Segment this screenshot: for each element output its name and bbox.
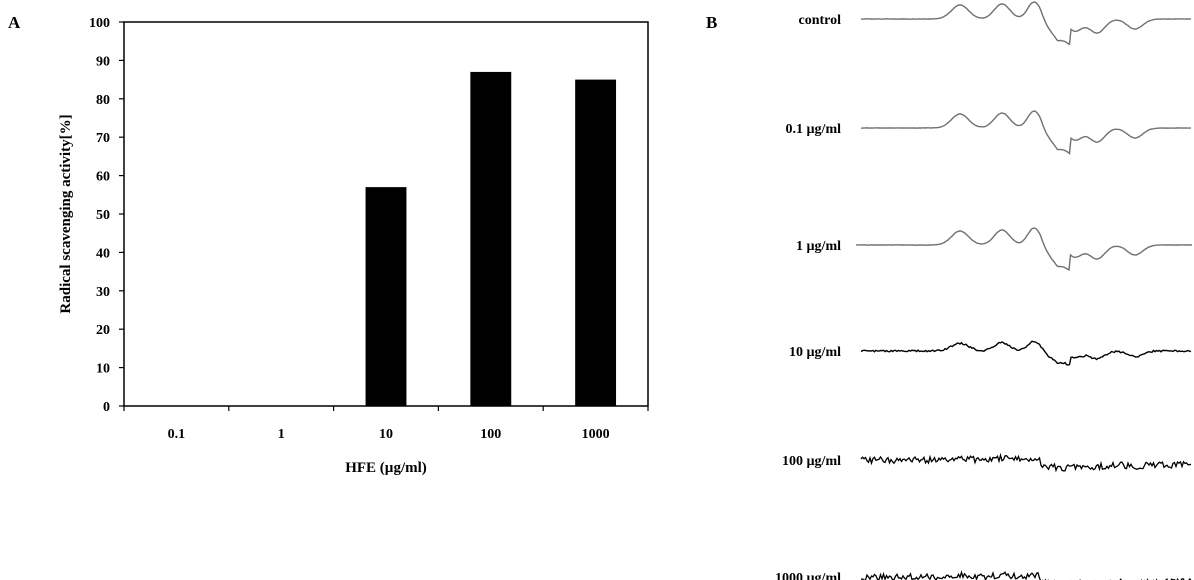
y-tick-label: 70: [96, 131, 110, 146]
bars: [365, 71, 617, 407]
trace-label: 1000 µg/ml: [775, 571, 841, 580]
x-tick-label: 10: [379, 427, 393, 442]
epr-spectra-panel: control 0.1 µg/ml 1 µg/ml 10 µg/ml 100 µg/ml…: [775, 1, 1193, 580]
epr-trace: [860, 570, 1192, 580]
bar: [365, 187, 407, 406]
y-tick-label: 80: [96, 93, 110, 108]
epr-trace: [856, 227, 1193, 272]
epr-trace: [860, 452, 1192, 473]
x-tick-label: 100: [480, 427, 501, 442]
trace-label: 0.1 µg/ml: [785, 122, 841, 137]
bar-chart: 0 10 20 30 40 50 60 70 80 90 100 0.1 1 10 100 1000 HFE…: [58, 16, 649, 476]
y-tick-label: 50: [96, 208, 110, 223]
x-tick-label: 0.1: [168, 427, 186, 442]
y-tick-label: 60: [96, 170, 110, 185]
trace-label: 1 µg/ml: [796, 239, 841, 254]
panel-b-label: B: [706, 13, 717, 32]
epr-trace: [860, 340, 1192, 366]
x-tick-label: 1: [278, 427, 285, 442]
y-tick-label: 20: [96, 323, 110, 338]
trace-label: 10 µg/ml: [789, 345, 841, 360]
y-tick-label: 40: [96, 246, 110, 261]
x-tick-label: 1000: [582, 427, 610, 442]
x-axis: 0.1 1 10 100 1000: [123, 406, 649, 442]
bar: [470, 71, 512, 407]
y-tick-label: 90: [96, 54, 110, 69]
epr-trace: [860, 110, 1192, 155]
y-tick-label: 100: [89, 16, 110, 31]
x-axis-label: HFE (µg/ml): [345, 460, 427, 476]
y-axis-label: Radical scavenging activity[%]: [58, 114, 74, 313]
trace-label: 100 µg/ml: [782, 454, 841, 469]
panel-a-label: A: [8, 13, 21, 32]
y-tick-label: 10: [96, 362, 110, 377]
trace-label: control: [798, 13, 841, 28]
y-axis: 0 10 20 30 40 50 60 70 80 90 100: [89, 16, 124, 415]
y-tick-label: 30: [96, 285, 110, 300]
bar: [575, 79, 617, 406]
y-tick-label: 0: [103, 400, 110, 415]
epr-trace: [860, 1, 1192, 46]
